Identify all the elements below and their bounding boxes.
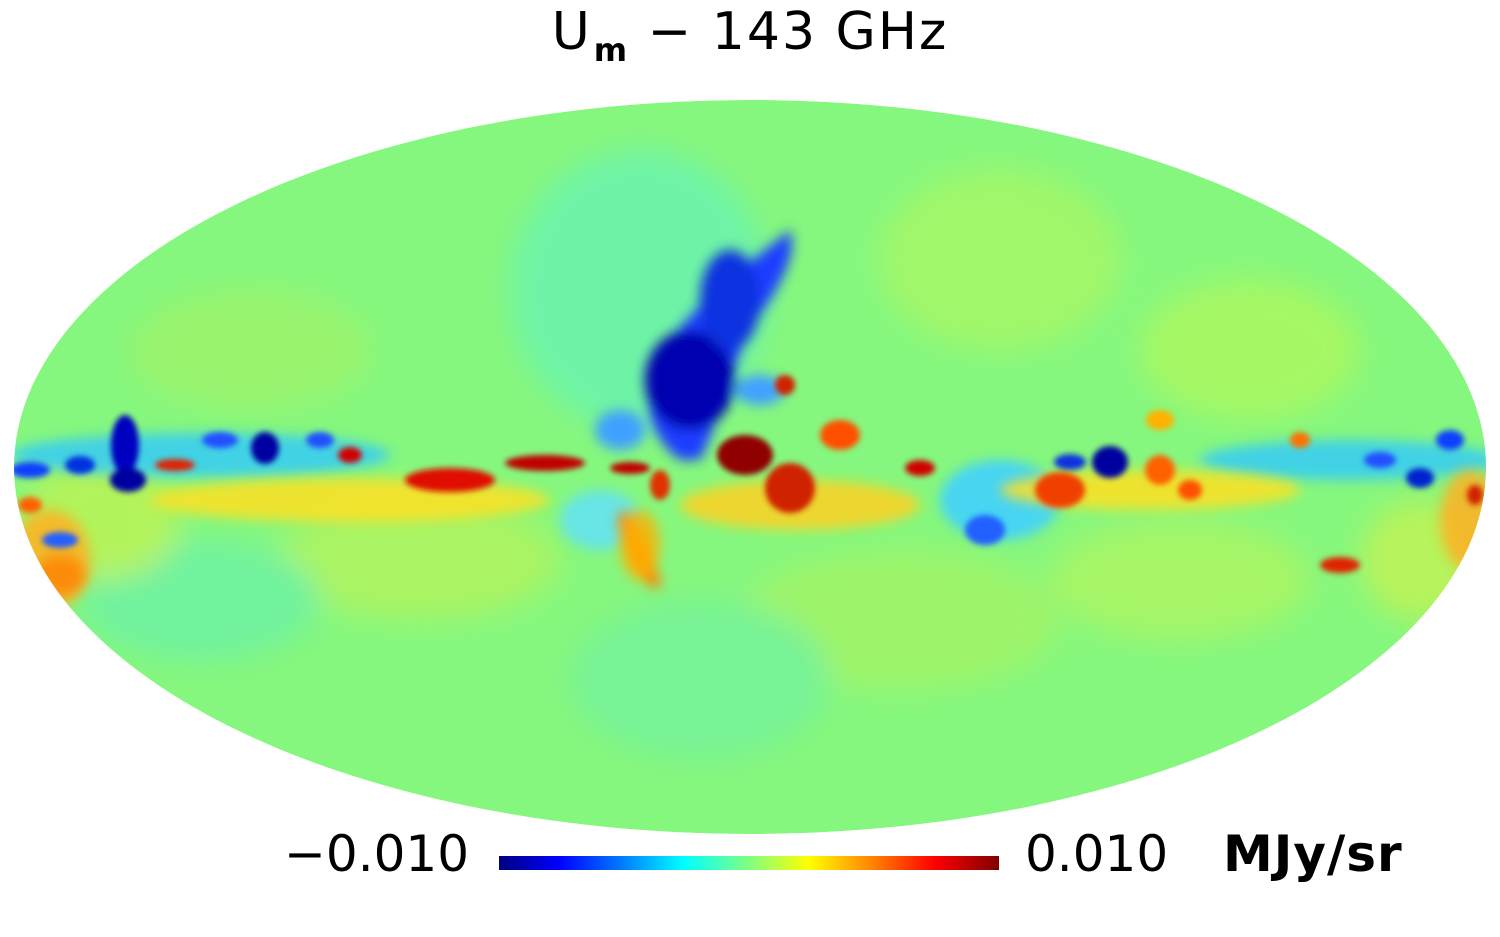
colorbar-unit-label: MJy/sr	[1223, 825, 1403, 883]
title-subscript: m	[593, 31, 630, 69]
map-title: Um − 143 GHz	[0, 2, 1500, 80]
colorbar-min-label: −0.010	[284, 825, 470, 883]
colorbar-max-label: 0.010	[1025, 825, 1169, 883]
title-rest: − 143 GHz	[629, 2, 949, 62]
colorbar	[499, 856, 999, 870]
title-main: U	[551, 2, 592, 62]
